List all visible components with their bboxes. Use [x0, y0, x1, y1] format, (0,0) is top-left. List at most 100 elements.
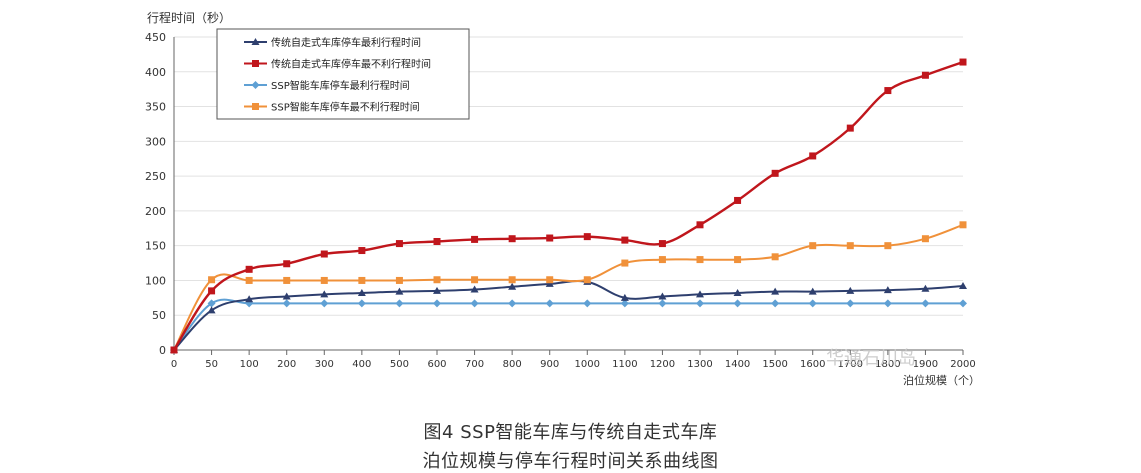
data-point [583, 233, 591, 241]
series-line [173, 298, 963, 351]
data-point [696, 221, 704, 229]
x-tick-label: 1600 [800, 359, 825, 370]
x-tick-label: 100 [240, 359, 259, 370]
x-tick-label: 1400 [725, 359, 750, 370]
data-point [545, 299, 554, 308]
legend-label: SSP智能车库停车最不利行程时间 [271, 101, 420, 114]
data-point [771, 169, 779, 177]
series-group [170, 58, 967, 354]
data-point [583, 299, 592, 308]
data-point [846, 286, 855, 294]
y-axis-title: 行程时间（秒） [147, 10, 231, 25]
data-point [921, 299, 930, 308]
data-point [508, 299, 517, 308]
legend-item: SSP智能车库停车最利行程时间 [244, 79, 410, 92]
y-tick-label: 250 [145, 170, 166, 183]
data-point [658, 240, 666, 248]
x-tick-label: 2000 [950, 359, 975, 370]
data-point [809, 242, 817, 250]
data-point [696, 299, 704, 308]
data-point [959, 299, 967, 308]
y-tick-label: 150 [145, 240, 166, 253]
data-point [508, 235, 516, 243]
data-point [470, 285, 479, 293]
legend-item: 传统自走式车库停车最利行程时间 [244, 36, 421, 49]
x-tick-label: 1100 [612, 359, 637, 370]
data-point [357, 299, 366, 308]
x-tick-label: 400 [352, 359, 371, 370]
data-point [921, 284, 930, 292]
x-tick-label: 1700 [838, 359, 863, 370]
x-tick-label: 1000 [575, 359, 600, 370]
legend-item: 传统自走式车库停车最不利行程时间 [244, 58, 431, 71]
data-point [771, 287, 780, 295]
x-tick-label: 1300 [687, 359, 712, 370]
data-point [884, 87, 892, 95]
data-point [658, 256, 666, 264]
legend-swatch-marker [251, 81, 260, 89]
x-tick-label: 800 [503, 359, 522, 370]
legend-label: 传统自走式车库停车最不利行程时间 [271, 58, 431, 71]
data-point [545, 279, 554, 287]
x-tick-label: 600 [427, 359, 446, 370]
data-point [808, 299, 817, 308]
data-point [883, 286, 892, 294]
legend-swatch-marker [252, 103, 259, 110]
data-point [621, 236, 629, 244]
watermark: 华通石川岛 [826, 348, 916, 369]
data-point [959, 58, 967, 66]
y-tick-label: 100 [145, 274, 166, 287]
data-point [207, 299, 216, 308]
data-point [808, 287, 817, 295]
legend-label: SSP智能车库停车最利行程时间 [271, 79, 410, 92]
series-2 [170, 58, 967, 354]
data-point [696, 290, 704, 298]
data-point [733, 299, 742, 308]
figure-caption-line2: 泊位规模与停车行程时间关系曲线图 [422, 451, 719, 472]
series-line [172, 60, 964, 351]
x-tick-label: 0 [171, 359, 177, 370]
data-point [320, 250, 328, 258]
data-point [959, 221, 967, 229]
data-point [734, 196, 742, 204]
data-point [546, 276, 554, 284]
data-point [433, 299, 441, 308]
data-point [508, 282, 517, 290]
x-tick-label: 300 [315, 359, 334, 370]
data-point [245, 265, 253, 273]
x-tick-label: 1900 [913, 359, 938, 370]
data-point [658, 292, 667, 300]
x-tick-label: 700 [465, 359, 484, 370]
data-point [283, 276, 291, 284]
data-point [771, 299, 780, 308]
data-point [245, 295, 254, 303]
data-point [846, 242, 854, 250]
data-point [320, 299, 329, 308]
y-tick-label: 200 [145, 205, 166, 218]
data-point [170, 346, 178, 354]
data-point [846, 124, 854, 132]
y-tick-labels: 0 50 100 150 200 250 300 350 400 450 [145, 31, 166, 357]
x-tick-label: 900 [540, 359, 559, 370]
y-tick-label: 450 [145, 31, 166, 44]
data-point [884, 242, 892, 250]
data-point [395, 287, 404, 295]
data-point [733, 288, 742, 296]
data-point [620, 293, 629, 301]
x-tick-labels: 0 50 100 200 300 400 500 600 700 800 900 1000 1100 12… [171, 359, 976, 370]
data-point [471, 276, 479, 284]
data-point [696, 256, 704, 264]
y-tick-label: 0 [159, 344, 166, 357]
data-point [358, 247, 366, 255]
data-point [883, 299, 892, 308]
x-tick-label: 50 [205, 359, 218, 370]
data-point [658, 299, 667, 308]
data-point [471, 235, 479, 243]
data-point [282, 299, 291, 308]
data-point [433, 237, 441, 245]
y-tick-label: 400 [145, 66, 166, 79]
data-point [921, 235, 929, 243]
x-tick-label: 1800 [875, 359, 900, 370]
legend-swatch-marker [251, 38, 260, 45]
